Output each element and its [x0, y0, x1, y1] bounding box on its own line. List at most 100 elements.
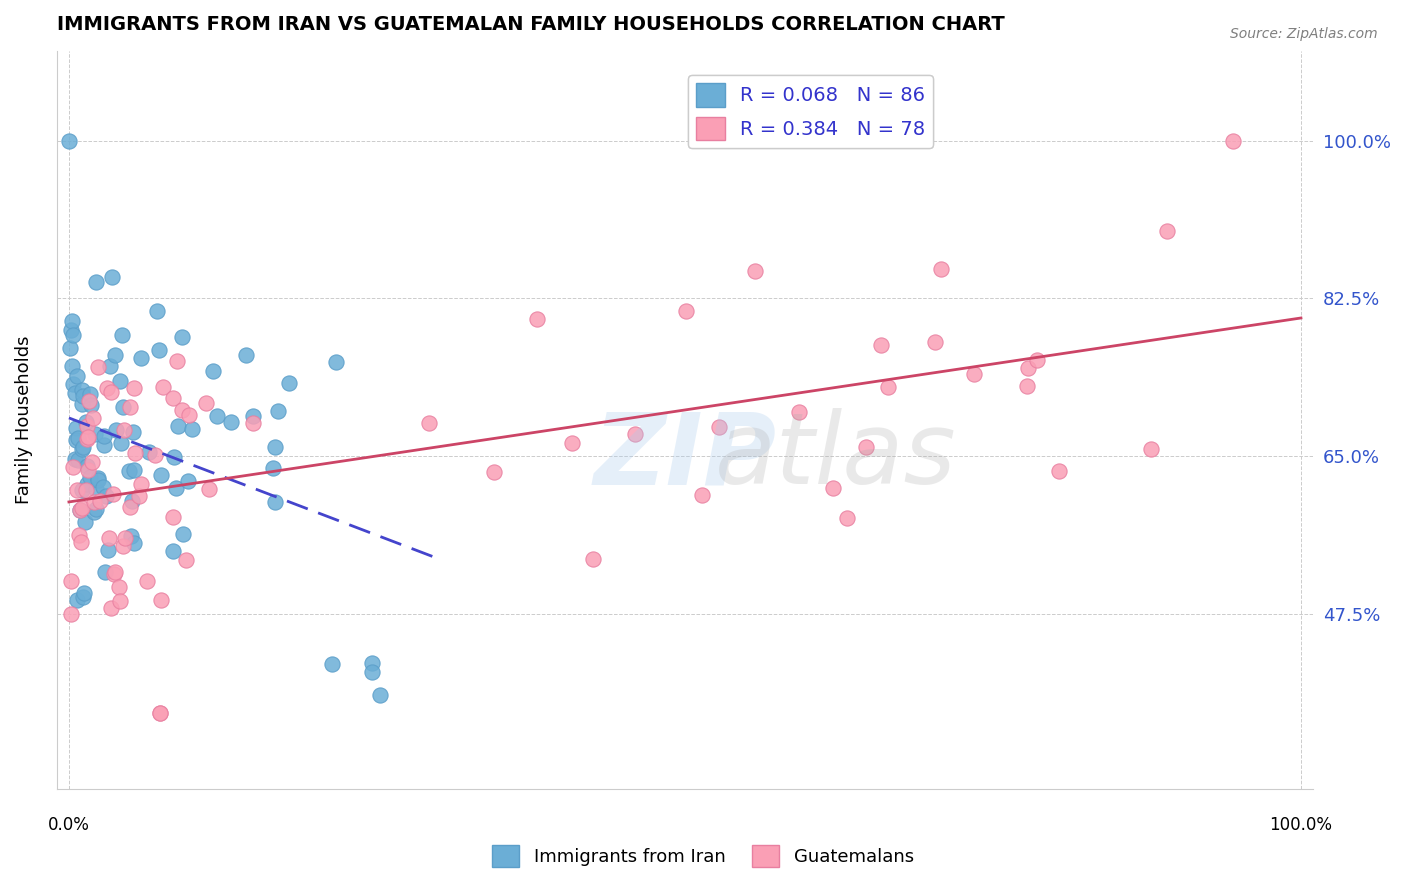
Immigrants from Iran — [84, 275, 107, 289]
Guatemalans — [80, 455, 103, 469]
Text: Source: ZipAtlas.com: Source: ZipAtlas.com — [1230, 27, 1378, 41]
Guatemalans — [1222, 134, 1244, 148]
Guatemalans — [76, 430, 98, 444]
Legend: R = 0.068   N = 86, R = 0.384   N = 78: R = 0.068 N = 86, R = 0.384 N = 78 — [688, 75, 934, 148]
Guatemalans — [77, 394, 100, 409]
Guatemalans — [177, 409, 200, 423]
Guatemalans — [89, 493, 111, 508]
Immigrants from Iran — [100, 359, 122, 373]
Guatemalans — [70, 500, 93, 515]
Immigrants from Iran — [87, 471, 110, 485]
Immigrants from Iran — [93, 438, 115, 452]
Immigrants from Iran — [66, 431, 89, 445]
Guatemalans — [744, 264, 766, 278]
Immigrants from Iran — [120, 529, 142, 543]
Immigrants from Iran — [111, 328, 134, 343]
Immigrants from Iran — [69, 503, 91, 517]
Immigrants from Iran — [94, 490, 117, 504]
Guatemalans — [75, 483, 97, 497]
Guatemalans — [931, 262, 953, 277]
Immigrants from Iran — [66, 592, 89, 607]
Guatemalans — [924, 334, 946, 349]
Immigrants from Iran — [80, 398, 103, 412]
Immigrants from Iran — [60, 359, 83, 373]
Guatemalans — [87, 360, 110, 375]
Guatemalans — [65, 483, 87, 497]
Y-axis label: Family Households: Family Households — [15, 335, 32, 504]
Immigrants from Iran — [177, 474, 200, 488]
Immigrants from Iran — [146, 303, 169, 318]
Immigrants from Iran — [262, 461, 284, 475]
Guatemalans — [1017, 378, 1039, 392]
Guatemalans — [690, 488, 713, 502]
Guatemalans — [194, 395, 217, 409]
Guatemalans — [526, 312, 548, 326]
Guatemalans — [561, 435, 583, 450]
Guatemalans — [170, 403, 193, 417]
Immigrants from Iran — [73, 586, 96, 600]
Text: 100.0%: 100.0% — [1270, 816, 1333, 834]
Guatemalans — [100, 384, 122, 399]
Guatemalans — [962, 367, 984, 381]
Immigrants from Iran — [129, 351, 152, 365]
Guatemalans — [60, 607, 83, 621]
Guatemalans — [98, 532, 121, 546]
Immigrants from Iran — [63, 386, 86, 401]
Guatemalans — [108, 593, 131, 607]
Immigrants from Iran — [83, 505, 105, 519]
Immigrants from Iran — [105, 423, 128, 437]
Guatemalans — [148, 706, 170, 720]
Immigrants from Iran — [235, 348, 257, 362]
Immigrants from Iran — [325, 354, 347, 368]
Immigrants from Iran — [73, 515, 96, 529]
Guatemalans — [103, 567, 125, 582]
Immigrants from Iran — [76, 477, 98, 491]
Guatemalans — [870, 338, 893, 352]
Guatemalans — [101, 487, 124, 501]
Immigrants from Iran — [108, 374, 131, 388]
Immigrants from Iran — [264, 440, 287, 454]
Guatemalans — [482, 465, 505, 479]
Guatemalans — [152, 380, 174, 394]
Guatemalans — [823, 481, 845, 495]
Immigrants from Iran — [84, 483, 107, 497]
Immigrants from Iran — [70, 483, 93, 498]
Immigrants from Iran — [62, 327, 84, 342]
Text: ZIP: ZIP — [593, 409, 776, 506]
Guatemalans — [582, 551, 605, 566]
Immigrants from Iran — [59, 323, 82, 337]
Immigrants from Iran — [118, 464, 141, 478]
Guatemalans — [136, 574, 159, 588]
Guatemalans — [114, 531, 136, 545]
Immigrants from Iran — [62, 314, 84, 328]
Immigrants from Iran — [104, 348, 127, 362]
Guatemalans — [124, 446, 146, 460]
Guatemalans — [143, 448, 166, 462]
Immigrants from Iran — [172, 330, 194, 344]
Immigrants from Iran — [121, 425, 143, 439]
Immigrants from Iran — [59, 341, 82, 355]
Immigrants from Iran — [121, 493, 143, 508]
Guatemalans — [162, 509, 184, 524]
Guatemalans — [162, 391, 184, 405]
Guatemalans — [100, 600, 122, 615]
Immigrants from Iran — [70, 383, 93, 397]
Immigrants from Iran — [86, 501, 108, 516]
Guatemalans — [149, 592, 172, 607]
Guatemalans — [1017, 361, 1039, 376]
Immigrants from Iran — [122, 535, 145, 549]
Guatemalans — [855, 440, 877, 454]
Immigrants from Iran — [122, 463, 145, 477]
Guatemalans — [82, 411, 104, 425]
Immigrants from Iran — [172, 527, 194, 541]
Immigrants from Iran — [94, 565, 117, 579]
Guatemalans — [69, 503, 91, 517]
Immigrants from Iran — [361, 665, 384, 680]
Guatemalans — [1049, 464, 1071, 478]
Guatemalans — [62, 459, 84, 474]
Immigrants from Iran — [138, 445, 160, 459]
Guatemalans — [111, 539, 134, 553]
Text: 0.0%: 0.0% — [48, 816, 90, 834]
Guatemalans — [675, 304, 697, 318]
Guatemalans — [1140, 442, 1163, 457]
